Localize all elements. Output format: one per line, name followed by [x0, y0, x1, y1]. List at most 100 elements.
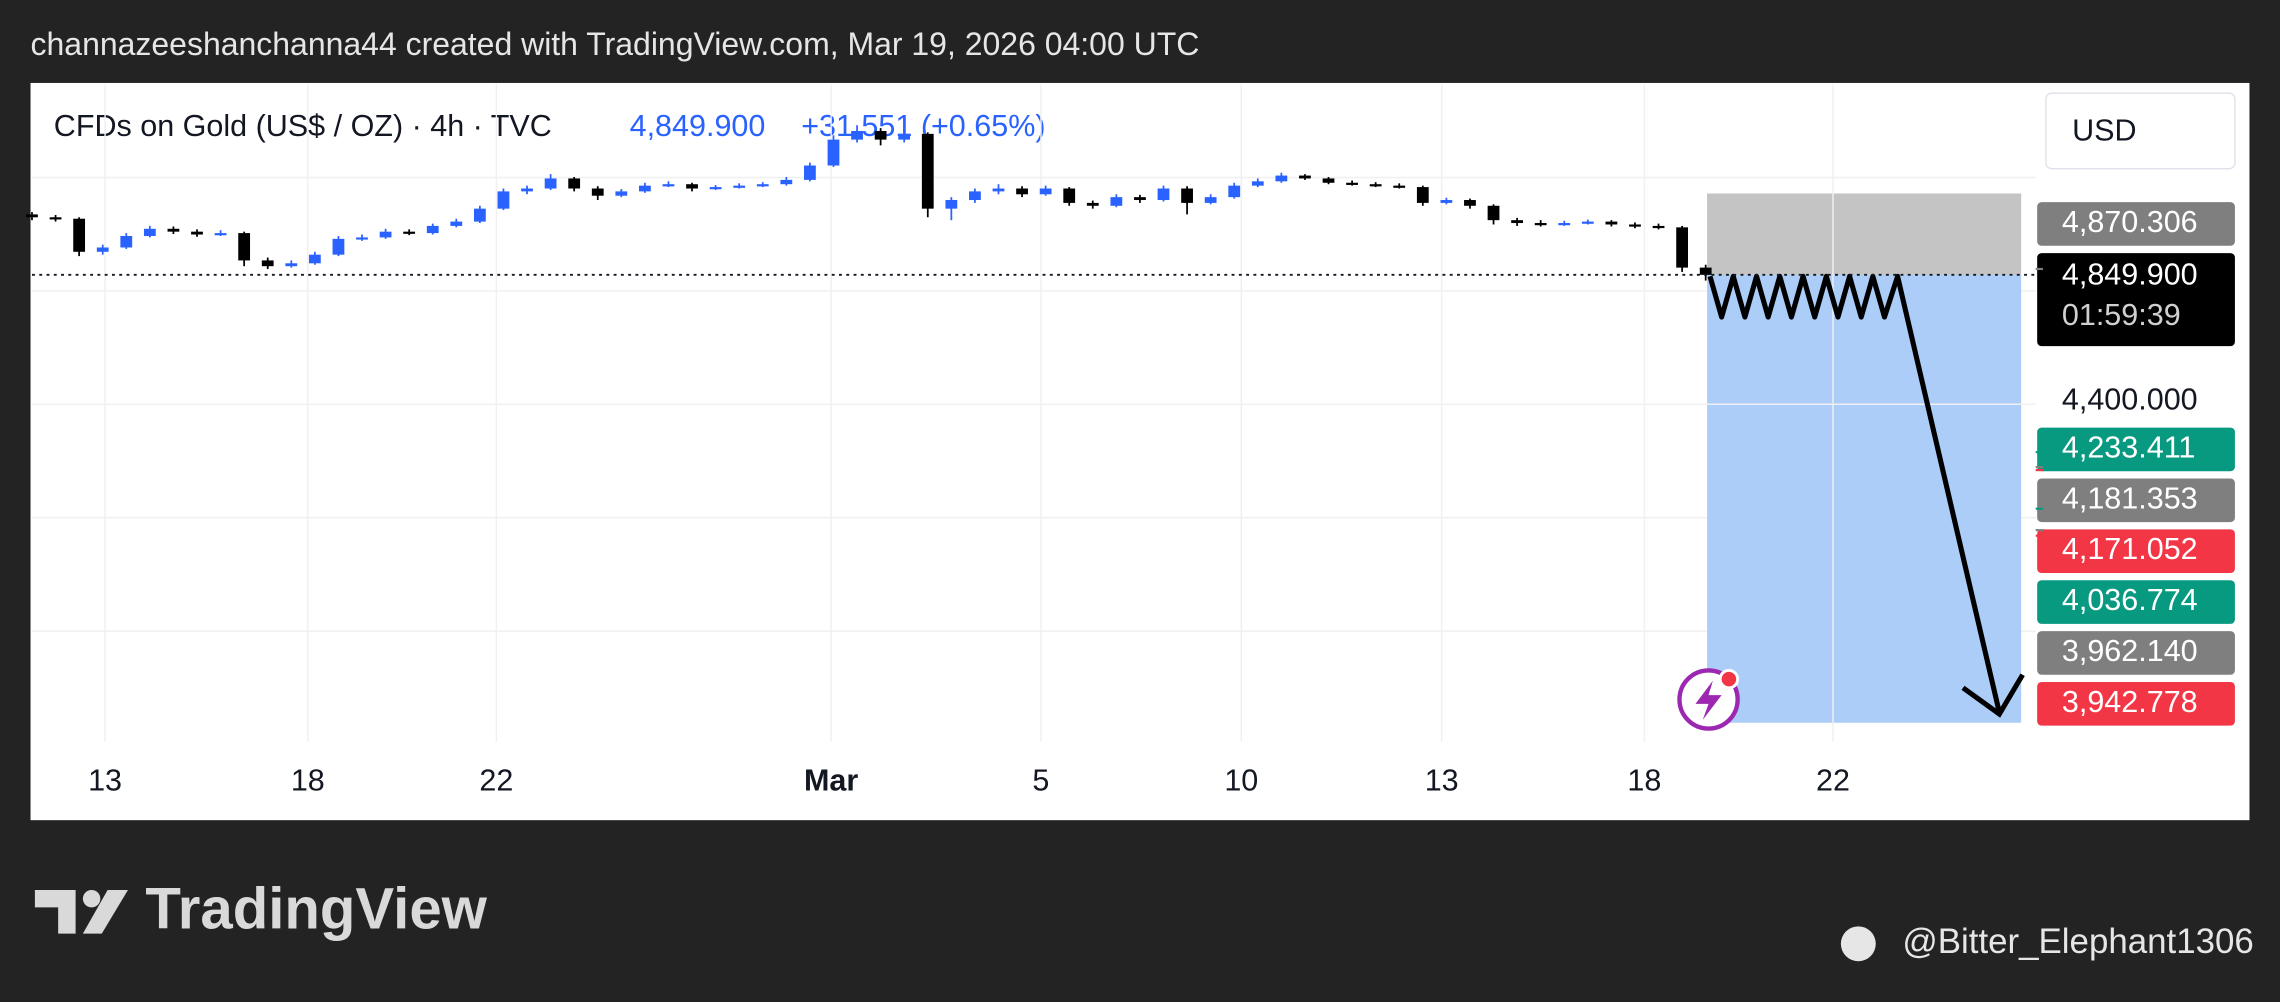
x-tick-label: 13	[88, 763, 122, 797]
candle-body	[1605, 221, 1618, 225]
last-price: 4,849.900	[630, 109, 766, 143]
candle-body	[733, 185, 746, 188]
candle-body	[544, 178, 557, 189]
candle-body	[473, 208, 486, 222]
last-price-label: 4,849.900	[2062, 257, 2198, 291]
logo-dot	[82, 889, 101, 908]
candle-body	[1440, 200, 1453, 203]
x-tick-label: 5	[1032, 763, 1049, 797]
candle-body	[143, 228, 156, 236]
candle-body	[945, 200, 958, 209]
drawing-arrow	[1707, 273, 2002, 714]
facebook-icon	[1840, 926, 1876, 962]
stop-zone	[1707, 193, 2022, 275]
candle-body	[1393, 185, 1406, 188]
candle-body	[1039, 188, 1052, 195]
candle-body	[191, 231, 203, 235]
candle-body	[662, 184, 675, 187]
candle-body	[426, 225, 439, 234]
price-badge-label: 4,233.411	[2062, 430, 2196, 464]
x-tick-label: 22	[479, 763, 513, 797]
candle-body	[780, 179, 793, 185]
candle-body	[1204, 197, 1217, 203]
candle-body	[1016, 188, 1028, 195]
candle-body	[238, 233, 251, 261]
candle-body	[1181, 188, 1193, 203]
price-badge	[2037, 631, 2235, 675]
x-tick-label: 10	[1224, 763, 1258, 797]
x-tick-label: 13	[1425, 763, 1459, 797]
candle-body	[1251, 181, 1264, 186]
candle-body	[851, 130, 863, 140]
candle-body	[356, 237, 368, 240]
candle-body	[827, 139, 840, 166]
logo-icon	[34, 889, 128, 934]
candle-body	[450, 221, 463, 226]
candle-body	[49, 217, 62, 220]
candle-body	[1487, 205, 1500, 221]
candle-body	[1063, 188, 1076, 203]
candle-body	[1299, 175, 1311, 179]
candle-body	[874, 130, 887, 140]
candle-body	[804, 165, 816, 180]
candle-body	[756, 184, 769, 187]
candle-body	[1157, 188, 1170, 201]
candle-body	[639, 185, 651, 192]
candle-body	[898, 133, 911, 140]
price-badge-label: 4,181.353	[2062, 481, 2198, 515]
candle-body	[73, 218, 86, 252]
candle-body	[1134, 197, 1146, 201]
alert-dot	[1718, 668, 1740, 690]
candle-body	[1652, 225, 1665, 229]
candle-body	[591, 188, 604, 196]
candle-body	[167, 228, 180, 232]
price-badge	[2037, 478, 2235, 523]
candle-body	[1629, 224, 1641, 227]
currency: USD	[2072, 113, 2136, 147]
candle-body	[521, 188, 533, 192]
bolt	[1695, 680, 1722, 720]
logo-shape	[82, 889, 128, 934]
price-badge-label: 3,962.140	[2062, 634, 2198, 668]
candle-body	[403, 231, 416, 234]
candle-body	[1322, 178, 1335, 183]
logo-shape	[34, 889, 76, 934]
x-tick-label: 18	[1627, 763, 1661, 797]
candle-body	[921, 133, 934, 209]
candle-body	[1228, 185, 1241, 198]
candle-body	[709, 187, 722, 190]
chart-title: CFDs on Gold (US$ / OZ) · 4h · TVC	[54, 109, 552, 143]
currency-button[interactable]	[2045, 92, 2236, 170]
y-tick-label: 4,400.000	[2062, 382, 2198, 416]
watermark: @Bitter_Elephant1306	[1902, 922, 2253, 961]
logo-text: TradingView	[145, 877, 487, 942]
last-price-badge	[2037, 253, 2235, 347]
candle-body	[1369, 184, 1382, 187]
header: channazeeshanchanna44 created with Tradi…	[31, 26, 1200, 62]
price-badge	[2037, 427, 2235, 472]
x-tick-label: 18	[291, 763, 325, 797]
candle-body	[686, 184, 698, 189]
candle-body	[1676, 227, 1689, 268]
candle-body	[1558, 223, 1571, 226]
arrow-head	[1961, 673, 2025, 718]
price-badge-label: 4,036.774	[2062, 583, 2198, 617]
candle-body	[1464, 200, 1476, 206]
price-badge-label: 3,942.778	[2062, 685, 2198, 719]
candle-body	[332, 238, 345, 255]
x-tick-label: 22	[1816, 763, 1850, 797]
candle-body	[992, 188, 1005, 192]
candle-body	[1416, 187, 1429, 203]
target-zone	[1707, 274, 2022, 723]
candle-body	[1110, 197, 1123, 206]
candle-body	[308, 254, 321, 264]
candle-body	[1346, 182, 1358, 185]
candle-body	[969, 191, 981, 201]
candle-body	[497, 191, 510, 209]
grid	[31, 176, 2036, 632]
candle-body	[96, 247, 109, 252]
price-badge-label: 4,171.052	[2062, 532, 2198, 566]
price-badge-label: 4,870.306	[2062, 205, 2198, 239]
